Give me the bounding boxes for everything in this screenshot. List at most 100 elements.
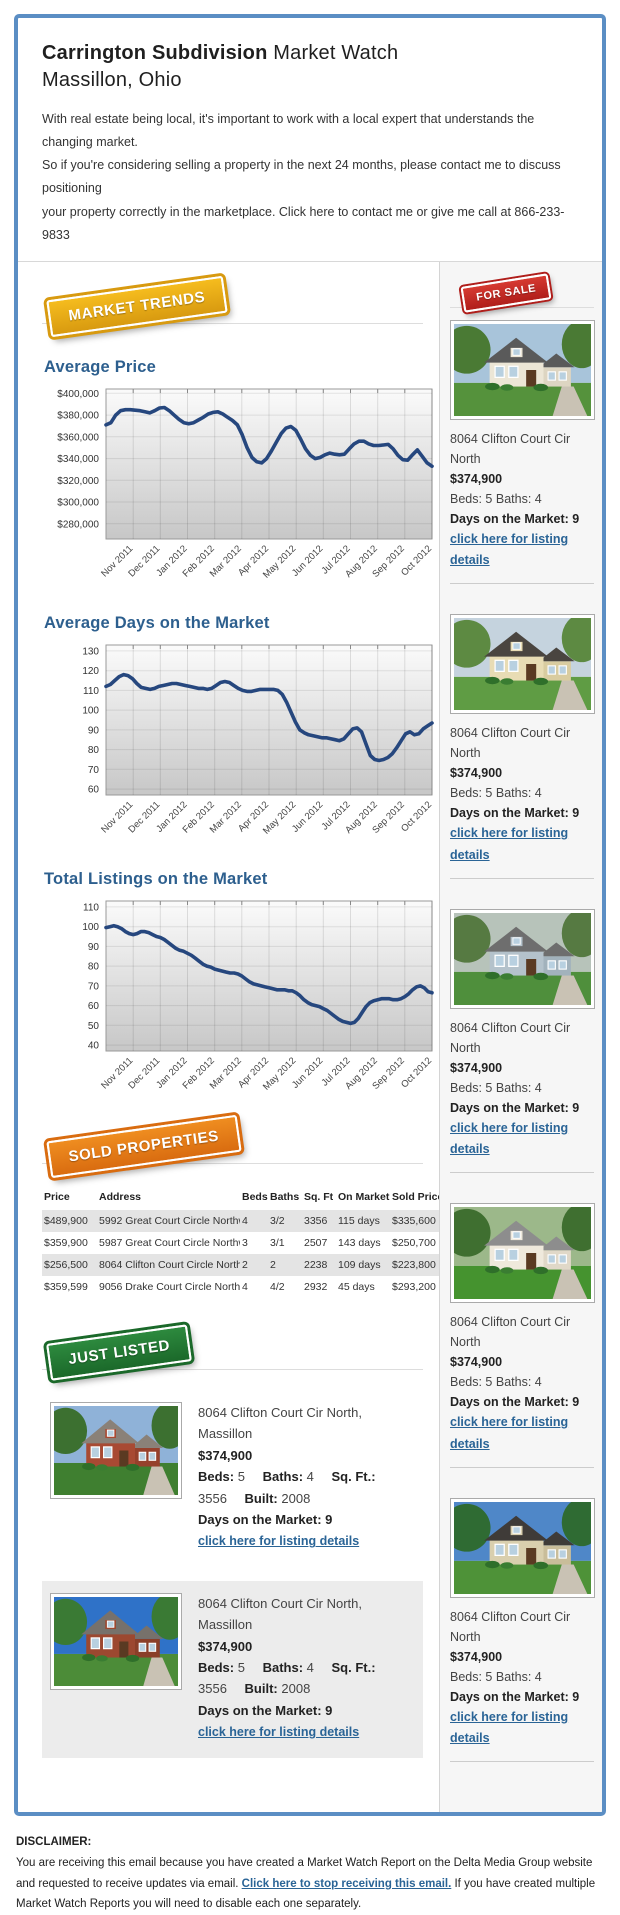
listing-days-on-market: Days on the Market: 9 (450, 511, 580, 526)
listing-days-on-market: Days on the Market: 9 (450, 1395, 580, 1410)
sold-beds-cell: 3 (242, 1236, 248, 1249)
disclaimer-heading: DISCLAIMER: (16, 1836, 92, 1849)
page-title-bold: Carrington Subdivision (42, 42, 268, 64)
property-photo[interactable] (450, 908, 595, 1009)
col-header-sold-price: Sold Price (392, 1190, 441, 1203)
just-listed-badge: JUST LISTED (46, 1324, 193, 1381)
svg-text:$400,000: $400,000 (57, 389, 99, 400)
built-value: 2008 (277, 1490, 311, 1506)
sold-sqft-cell: 3356 (302, 1209, 336, 1232)
listing-details-link[interactable]: click here for listing details (198, 1534, 360, 1549)
sold-baths-cell: 3/1 (270, 1236, 285, 1249)
sold-table-header-row: Price Address Beds Baths Sq. Ft On Marke… (42, 1186, 441, 1210)
listing-details-link[interactable]: click here for listing details (198, 1725, 360, 1740)
unsubscribe-link[interactable]: Click here to stop receiving this email. (241, 1877, 452, 1890)
sqft-label: Sq. Ft.: (331, 1659, 376, 1675)
sqft-value: 3556 (198, 1681, 227, 1697)
email-header: Carrington Subdivision Market Watch Mass… (18, 18, 602, 261)
sold-address-cell: 5987 Great Court Circle Northwest (99, 1236, 240, 1249)
svg-text:80: 80 (88, 961, 100, 972)
listing-address: 8064 Clifton Court Cir North (450, 431, 571, 466)
svg-text:$340,000: $340,000 (57, 454, 99, 465)
listing-days-on-market: Days on the Market: 9 (450, 1100, 580, 1115)
listing-days-on-market: Days on the Market: 9 (198, 1511, 333, 1527)
for-sale-listing-card: 8064 Clifton Court Cir North $374,900 Be… (450, 1497, 595, 1763)
listing-details-link[interactable]: click here for listing details (450, 826, 569, 862)
for-sale-listing-card: 8064 Clifton Court Cir North $374,900 Be… (450, 614, 595, 879)
baths-value: 4 (303, 1469, 314, 1485)
section-divider (42, 1162, 423, 1164)
sold-baths-cell: 4/2 (270, 1280, 285, 1293)
sold-beds-cell: 2 (240, 1253, 268, 1276)
property-photo[interactable] (450, 319, 595, 420)
page-title: Carrington Subdivision Market Watch Mass… (42, 40, 576, 94)
just-listed-card: 8064 Clifton Court Cir North, Massillon … (42, 1580, 423, 1758)
just-listed-list: 8064 Clifton Court Cir North, Massillon … (42, 1390, 423, 1758)
listing-details-link[interactable]: click here for listing details (450, 1709, 569, 1745)
sold-baths-cell: 3/2 (268, 1209, 302, 1232)
col-header-sqft: Sq. Ft (304, 1190, 334, 1203)
section-divider (42, 322, 423, 324)
market-trends-badge: MARKET TRENDS (46, 275, 228, 337)
svg-text:50: 50 (88, 1021, 100, 1032)
chart-title-average-days: Average Days on the Market (44, 613, 270, 632)
listing-price: $374,900 (450, 1355, 503, 1370)
listing-price: $374,900 (450, 766, 503, 781)
chart-average-days-on-market: 60 70 80 90 100 110 120 130 Nov 2011 Dec 2011 Jan … (42, 639, 434, 856)
svg-text:60: 60 (88, 784, 100, 795)
disclaimer: DISCLAIMER: You are receiving this email… (16, 1832, 602, 1915)
main-column: MARKET TRENDS Average Price $280,000 $300… (18, 261, 441, 1813)
intro-paragraph: With real estate being local, it's impor… (42, 108, 576, 247)
page-subtitle: Massillon, Ohio (42, 69, 182, 91)
sqft-label: Sq. Ft.: (331, 1469, 376, 1485)
listing-beds-baths: Beds: 5 Baths: 4 (450, 786, 542, 801)
listing-price: $374,900 (450, 1060, 503, 1075)
listing-price: $374,900 (198, 1638, 253, 1654)
just-listed-section-head: JUST LISTED (42, 1324, 423, 1390)
property-photo[interactable] (450, 1203, 595, 1304)
listing-details-link[interactable]: click here for listing details (450, 531, 569, 567)
sold-sqft-cell: 2932 (304, 1280, 328, 1293)
sold-price-cell: $489,900 (42, 1209, 97, 1232)
just-listed-card: 8064 Clifton Court Cir North, Massillon … (42, 1390, 423, 1567)
svg-text:130: 130 (82, 646, 99, 657)
listing-address: 8064 Clifton Court Cir North, Massillon (198, 1404, 363, 1442)
sqft-value: 3556 (198, 1490, 227, 1506)
sold-sold-price-cell: $223,800 (390, 1253, 441, 1276)
intro-line-2: So if you're considering selling a prope… (42, 158, 561, 196)
property-photo[interactable] (450, 614, 595, 715)
email-frame: Carrington Subdivision Market Watch Mass… (14, 14, 606, 1817)
sold-on-market-cell: 115 days (336, 1209, 390, 1232)
sold-beds-cell: 4 (240, 1209, 268, 1232)
property-photo[interactable] (50, 1592, 182, 1690)
sold-sold-price-cell: $335,600 (390, 1209, 441, 1232)
intro-line-1: With real estate being local, it's impor… (42, 112, 535, 150)
listing-address: 8064 Clifton Court Cir North (450, 1315, 571, 1350)
market-trends-section-head: MARKET TRENDS (42, 275, 423, 344)
for-sale-listing-card: 8064 Clifton Court Cir North $374,900 Be… (450, 908, 595, 1174)
sold-table-row: $256,500 8064 Clifton Court Circle North… (42, 1253, 441, 1276)
sold-address-cell: 9056 Drake Court Circle Northeast (99, 1280, 240, 1293)
col-header-on-market: On Market (338, 1190, 390, 1203)
listing-details-link[interactable]: click here for listing details (450, 1120, 569, 1156)
beds-value: 5 (234, 1469, 245, 1485)
svg-text:120: 120 (82, 666, 99, 677)
chart-title-total-listings: Total Listings on the Market (44, 869, 268, 888)
svg-text:110: 110 (83, 686, 99, 697)
for-sale-list: 8064 Clifton Court Cir North $374,900 Be… (450, 319, 595, 1763)
listing-price: $374,900 (450, 471, 503, 486)
sold-address-cell: 5992 Great Court Circle Northwest (97, 1209, 240, 1232)
sold-on-market-cell: 109 days (336, 1253, 390, 1276)
chart-average-price: $280,000 $300,000 $320,000 $340,000 $360,000… (42, 383, 434, 600)
baths-value: 4 (303, 1659, 314, 1675)
for-sale-listing-card: 8064 Clifton Court Cir North $374,900 Be… (450, 319, 595, 585)
property-photo[interactable] (50, 1401, 182, 1499)
listing-details-link[interactable]: click here for listing details (450, 1415, 569, 1451)
sold-sold-price-cell: $250,700 (392, 1236, 436, 1249)
sold-price-cell: $359,900 (44, 1236, 88, 1249)
sold-beds-cell: 4 (242, 1280, 248, 1293)
listing-address: 8064 Clifton Court Cir North (450, 1020, 571, 1055)
baths-label: Baths: (262, 1469, 304, 1485)
baths-label: Baths: (262, 1659, 304, 1675)
listing-days-on-market: Days on the Market: 9 (450, 806, 580, 821)
